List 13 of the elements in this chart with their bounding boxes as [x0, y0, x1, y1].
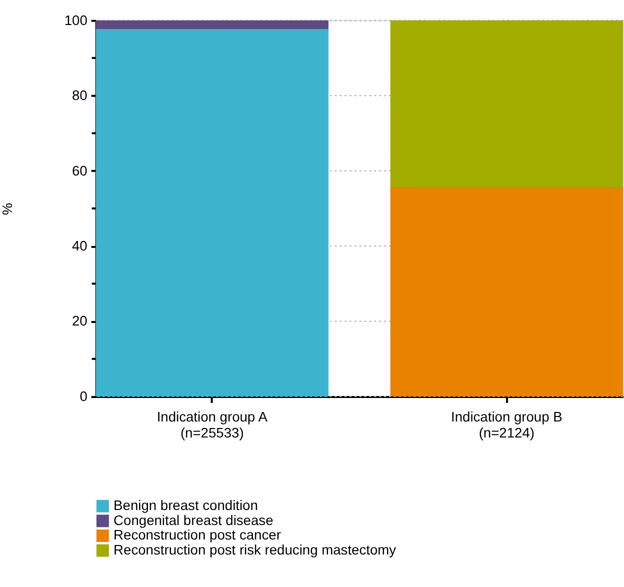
x-tick-label: Indication group B (n=2124)	[450, 408, 562, 440]
y-tick-label: 40	[72, 237, 88, 254]
x-tick-label: Indication group A (n=25533)	[156, 408, 268, 440]
y-tick-label: 0	[80, 388, 88, 404]
y-axis-title: %	[0, 202, 15, 216]
y-tick-label: 60	[72, 162, 88, 178]
y-tick-label: 80	[72, 87, 88, 104]
y-tick-label: 100	[64, 12, 88, 28]
legend-label: Congenital breast disease	[114, 512, 274, 528]
legend-label: Reconstruction post cancer	[114, 526, 282, 543]
legend-label: Benign breast condition	[114, 497, 258, 514]
y-tick-label: 20	[72, 312, 88, 329]
legend-label: Reconstruction post risk reducing mastectomy	[114, 542, 396, 558]
